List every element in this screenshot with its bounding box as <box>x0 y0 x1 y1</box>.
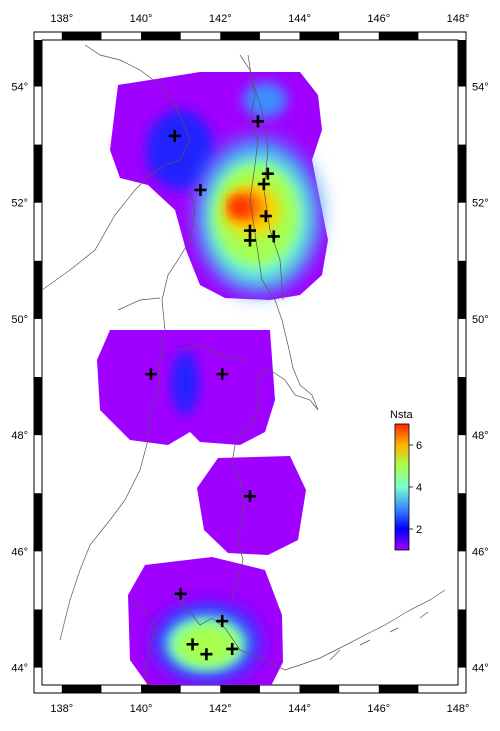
lon-tick-label-top: 142° <box>209 13 232 25</box>
lon-tick-label-bottom: 144° <box>288 703 311 715</box>
lat-tick-label-right: 50° <box>472 314 489 326</box>
coverage-red <box>230 198 250 216</box>
frame-bar-left <box>34 377 42 436</box>
station-marker <box>216 368 229 381</box>
frame-bar-right <box>458 144 466 203</box>
lat-tick-label-left: 52° <box>11 198 28 210</box>
frame-bar-top <box>141 32 181 40</box>
lat-tick-label-right: 52° <box>472 198 489 210</box>
coverage-north <box>110 72 328 300</box>
lon-tick-label-bottom: 148° <box>447 703 470 715</box>
latitude-labels-right: 44° 46° 48° 50° 52° 54° <box>472 81 489 674</box>
station-marker <box>168 129 181 142</box>
frame-bar-left <box>34 609 42 668</box>
coverage-blue-west <box>146 110 214 190</box>
frame-bar-right <box>458 40 466 87</box>
legend-tick-label: 6 <box>416 440 422 452</box>
lon-tick-label-bottom: 140° <box>130 703 153 715</box>
lat-tick-label-right: 54° <box>472 81 489 93</box>
legend-title: Nsta <box>390 409 414 421</box>
station-marker <box>186 638 199 651</box>
lon-tick-label-bottom: 146° <box>367 703 390 715</box>
coverage-north-spot <box>243 82 287 118</box>
frame-bar-right <box>458 609 466 668</box>
station-marker <box>244 490 256 503</box>
legend-tick-label: 2 <box>416 524 422 536</box>
frame-bar-bottom <box>61 685 102 693</box>
lat-tick-label-right: 46° <box>472 546 489 558</box>
sakhalin-coast <box>231 54 319 601</box>
lon-tick-label-bottom: 138° <box>50 703 73 715</box>
hokkaido-kurils-coast <box>169 589 446 671</box>
color-legend: Nsta 2 4 6 <box>390 409 422 551</box>
longitude-labels-top: 138° 140° 142° 144° 146° 148° <box>50 13 469 25</box>
frame-bar-bottom <box>141 685 181 693</box>
hokkaido-west-coast <box>129 599 156 685</box>
lat-tick-label-right: 44° <box>472 663 489 675</box>
lat-tick-label-left: 48° <box>11 430 28 442</box>
station-markers <box>144 115 280 661</box>
station-marker <box>226 642 239 655</box>
station-marker <box>216 615 229 628</box>
kuril-islands <box>329 611 429 661</box>
station-marker <box>200 648 213 661</box>
lon-tick-label-top: 140° <box>130 13 153 25</box>
lat-tick-label-right: 48° <box>472 430 489 442</box>
frame-bar-left <box>34 144 42 203</box>
longitude-labels-bottom: 138° 140° 142° 144° 146° 148° <box>50 703 469 715</box>
coverage-south-green <box>175 624 239 666</box>
frame-bar-bottom <box>378 685 419 693</box>
station-marker <box>261 167 274 180</box>
station-marker <box>267 230 280 243</box>
frame-bar-top <box>61 32 102 40</box>
station-marker <box>251 115 264 128</box>
station-marker <box>259 210 272 223</box>
frame-bar-left <box>34 493 42 552</box>
frame-ticks <box>34 32 466 693</box>
lat-tick-label-left: 46° <box>11 546 28 558</box>
coverage-blob-south-central <box>197 456 306 555</box>
border-lines <box>117 297 246 361</box>
coastlines <box>42 44 446 685</box>
coverage-south-central <box>197 456 306 555</box>
coverage-central-gap <box>171 351 199 415</box>
station-marker <box>174 587 187 600</box>
latitude-labels-left: 44° 46° 48° 50° 52° 54° <box>11 81 28 674</box>
frame-bar-right <box>458 377 466 436</box>
mainland-coast-south <box>59 189 196 641</box>
station-marker <box>194 183 207 196</box>
frame-bar-left <box>34 40 42 87</box>
lat-tick-label-left: 54° <box>11 81 28 93</box>
coverage-south <box>128 557 283 685</box>
lon-tick-label-top: 138° <box>50 13 73 25</box>
frame-bar-top <box>299 32 340 40</box>
coverage-layer <box>97 72 328 685</box>
lon-tick-label-top: 144° <box>288 13 311 25</box>
frame-bar-left <box>34 260 42 319</box>
sakhalin-east-coast <box>247 54 284 301</box>
station-marker <box>144 368 157 381</box>
legend-tick-label: 4 <box>416 482 422 494</box>
legend-colorbar <box>394 423 410 551</box>
frame-bar-top <box>378 32 419 40</box>
frame-bar-bottom <box>299 685 340 693</box>
lat-tick-label-left: 44° <box>11 663 28 675</box>
lon-tick-label-bottom: 142° <box>209 703 232 715</box>
coverage-central <box>97 330 275 445</box>
lon-tick-label-top: 146° <box>367 13 390 25</box>
station-marker <box>244 234 256 247</box>
station-marker <box>257 178 270 191</box>
legend-ticks: 2 4 6 <box>409 440 422 536</box>
frame-bar-bottom <box>220 685 260 693</box>
lon-tick-label-top: 148° <box>447 13 470 25</box>
frame-bar-right <box>458 493 466 552</box>
lat-tick-label-left: 50° <box>11 314 28 326</box>
mainland-coast <box>42 44 191 291</box>
frame-bar-right <box>458 260 466 319</box>
frame-bar-top <box>220 32 260 40</box>
